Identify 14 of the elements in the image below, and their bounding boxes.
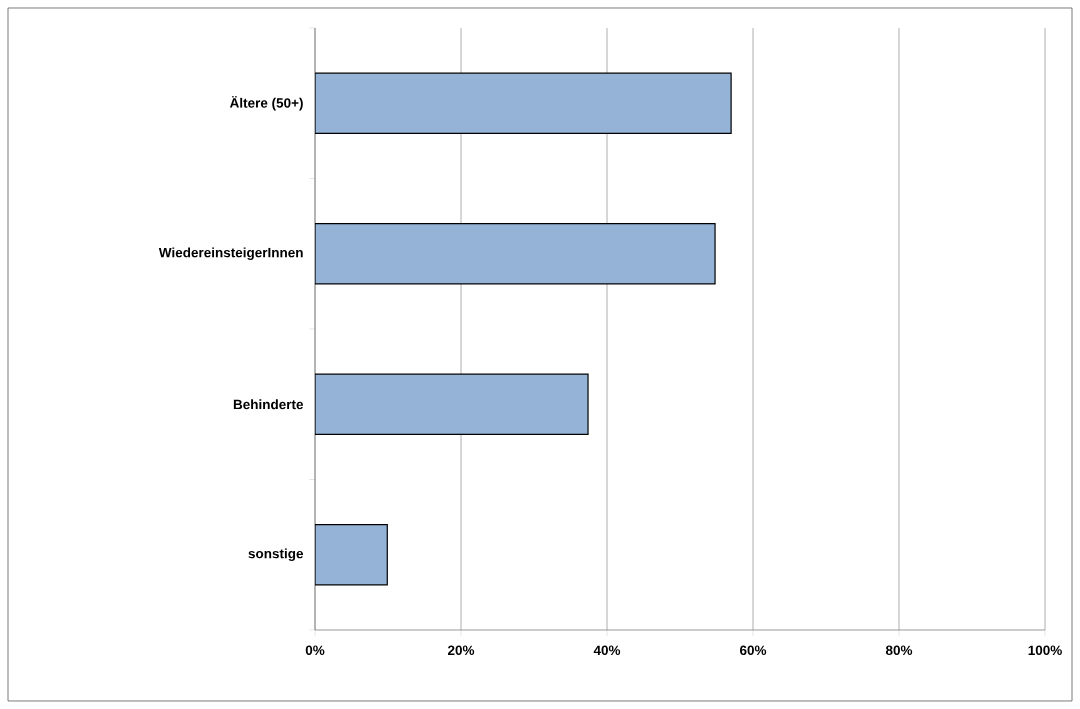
y-tick-label: Behinderte: [233, 399, 304, 410]
bar: [315, 524, 388, 586]
x-tick-label: 20%: [447, 645, 475, 656]
x-tick-label: 40%: [593, 645, 621, 656]
x-tick-label: 0%: [305, 645, 325, 656]
x-tick-label: 100%: [1028, 645, 1062, 656]
bar: [315, 223, 716, 285]
bar: [315, 373, 589, 435]
y-tick-label: WiedereinsteigerInnen: [158, 247, 303, 261]
y-tick-label: sonstige: [248, 548, 304, 562]
bar: [315, 72, 732, 134]
y-tick-label: Ältere (50+): [229, 96, 303, 111]
x-tick-label: 80%: [885, 645, 913, 656]
x-tick-label: 60%: [740, 645, 767, 656]
